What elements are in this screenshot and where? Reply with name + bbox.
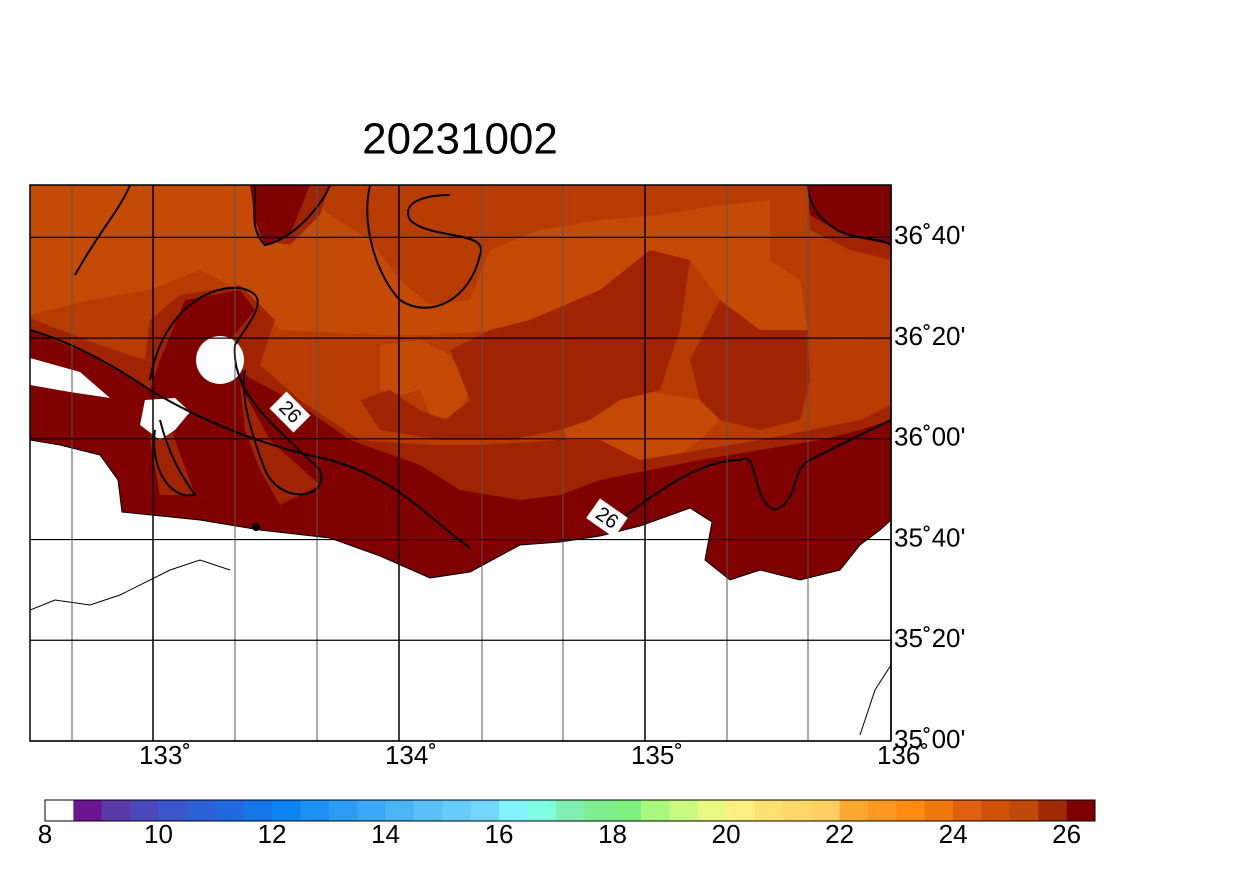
colorbar-tick-label: 22 — [825, 819, 854, 849]
colorbar-box — [215, 800, 245, 821]
lat-tick-label: 36˚20' — [894, 321, 965, 351]
lon-tick-label: 133˚ — [139, 740, 191, 770]
colorbar: 8 10 12 14 16 18 20 22 24 26 — [38, 799, 1096, 849]
colorbar-box — [867, 800, 897, 821]
colorbar-box — [669, 800, 699, 821]
coastline — [859, 664, 891, 736]
sea-24-5 — [380, 340, 470, 420]
colorbar-box — [186, 800, 216, 821]
colorbar-box — [924, 800, 954, 821]
colorbar-box — [130, 800, 160, 821]
lon-tick-label: 135˚ — [631, 740, 683, 770]
sst-field — [30, 185, 891, 741]
colorbar-box — [300, 800, 330, 821]
colorbar-box — [73, 800, 103, 821]
colorbar-frame — [44, 799, 1096, 822]
colorbar-box — [640, 800, 670, 821]
colorbar-box — [101, 800, 131, 821]
colorbar-tick-label: 16 — [485, 819, 514, 849]
colorbar-box — [243, 800, 273, 821]
colorbar-box — [272, 800, 301, 821]
colorbar-box — [811, 800, 841, 821]
coastline — [30, 559, 231, 611]
colorbar-box — [442, 800, 472, 821]
sea-24-5 — [30, 185, 808, 335]
colorbar-box — [584, 800, 614, 821]
lat-tick-label: 35˚00' — [894, 724, 965, 754]
sea-25-5 — [690, 300, 810, 430]
colorbar-box — [413, 800, 443, 821]
map-axes: 133˚ 134˚ 135˚ 136˚35˚00' 35˚20' 35˚40' 36˚00'… — [30, 185, 965, 770]
lat-tick-label: 35˚40' — [894, 522, 965, 552]
colorbar-box — [896, 800, 926, 821]
colorbar-box — [158, 800, 188, 821]
land — [30, 358, 110, 398]
colorbar-tick-label: 20 — [712, 819, 741, 849]
colorbar-box — [1066, 800, 1096, 821]
colorbar-tick-label: 14 — [371, 819, 400, 849]
colorbar-box — [697, 800, 727, 821]
colorbar-tick-label: 26 — [1052, 819, 1081, 849]
map-title: 20231002 — [362, 115, 558, 164]
station — [252, 523, 260, 531]
colorbar-box — [1038, 800, 1068, 821]
contour-label-box — [269, 391, 311, 433]
colorbar-tick-label: 8 — [38, 819, 52, 849]
colorbar-box — [754, 800, 784, 821]
colorbar-box — [612, 800, 642, 821]
land — [30, 439, 891, 741]
sea-25-5 — [150, 385, 320, 505]
colorbar-tick-label: 10 — [144, 819, 173, 849]
island — [196, 336, 244, 384]
sea-26 — [250, 185, 891, 245]
lon-tick-label: 134˚ — [385, 740, 437, 770]
colorbar-box — [555, 800, 585, 821]
colorbar-box — [45, 800, 74, 821]
colorbar-box — [385, 800, 415, 821]
sea-25-5 — [360, 250, 690, 440]
colorbar-box — [357, 800, 387, 821]
colorbar-tick-label: 18 — [598, 819, 627, 849]
colorbar-box — [527, 800, 557, 821]
lat-tick-label: 35˚20' — [894, 623, 965, 653]
contour-label-box — [586, 498, 628, 538]
colorbar-box — [726, 800, 755, 821]
colorbar-tick-label: 24 — [939, 819, 968, 849]
lat-tick-label: 36˚00' — [894, 422, 965, 452]
colorbar-box — [953, 800, 982, 821]
minor-grid — [71, 185, 809, 741]
colorbar-box — [782, 800, 812, 821]
colorbar-box — [470, 800, 500, 821]
colorbar-box — [328, 800, 358, 821]
map-frame — [29, 184, 892, 742]
colorbar-box — [981, 800, 1011, 821]
contours — [30, 185, 891, 549]
lat-tick-label: 36˚40' — [894, 220, 965, 250]
colorbar-box — [839, 800, 869, 821]
lon-tick-label: 136˚ — [877, 740, 929, 770]
sea-25-5 — [250, 185, 891, 260]
colorbar-tick-label: 12 — [258, 819, 287, 849]
colorbar-box — [1009, 800, 1039, 821]
colorbar-box — [499, 800, 528, 821]
